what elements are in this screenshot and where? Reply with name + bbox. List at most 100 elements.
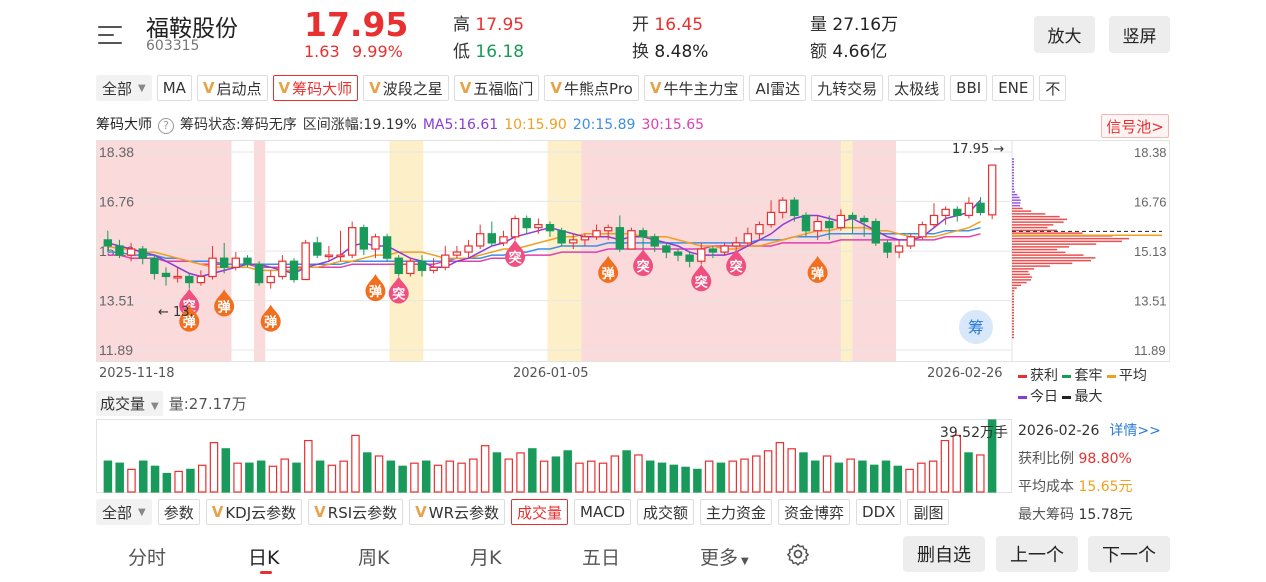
signal-label: 弹 [602, 266, 615, 282]
bottom-nav: 分时 日K 周K 月K 五日 更多 ▼ [0, 534, 1266, 578]
indicator-status-line: 筹码大师? 筹码状态:筹码无序 区间涨幅:19.19% MA5:16.61 10:15.… [96, 114, 796, 136]
volume-selector[interactable]: 成交量 ▼ [96, 390, 163, 416]
volume-bar [987, 419, 997, 493]
subchart-tab[interactable]: 主力资金 [700, 499, 773, 525]
ma10-line [107, 220, 981, 272]
portrait-button[interactable]: 竖屏 [1109, 16, 1170, 53]
volume-bar [917, 462, 926, 493]
volume-bar [657, 462, 667, 493]
volume-bar [976, 454, 985, 493]
candle-body [150, 257, 159, 275]
volume-bar [716, 462, 726, 493]
y-tick-left: 16.76 [99, 193, 134, 209]
y-tick-left: 18.38 [99, 144, 134, 160]
avg-cost: 15.65元 [1078, 479, 1133, 495]
indicator-tab[interactable]: BBI [950, 75, 988, 101]
remove-favorite-button[interactable]: 删自选 [903, 536, 985, 572]
subchart-tab-label: 参数 [163, 503, 194, 522]
help-icon[interactable]: ? [158, 118, 174, 134]
profit-ratio-label: 获利比例 [1018, 451, 1074, 467]
range-gain: 区间涨幅:19.19% [302, 117, 417, 133]
subchart-tab-bar: 全部 ▼ 参数 V KDJ云参数 V RSI云参数 V WR云参数 成交量 MACD 成交额 主力资金资… [96, 499, 1016, 527]
subchart-tab[interactable]: 全部 ▼ [96, 499, 152, 525]
indicator-tab[interactable]: 九转交易 [811, 75, 884, 101]
candle-body [673, 251, 683, 256]
indicator-tab[interactable]: ENE [992, 75, 1035, 101]
indicator-tab[interactable]: 太极线 [888, 75, 946, 101]
candle-body [906, 236, 915, 247]
signal-pool-button[interactable]: 信号池> [1101, 114, 1169, 138]
indicator-tab-label: 牛牛主力宝 [663, 79, 739, 98]
kline-chart[interactable]: 18.3818.3816.7616.7615.1315.1313.5113.51… [96, 140, 1170, 362]
subchart-tab[interactable]: 成交额 [637, 499, 695, 525]
indicator-tab[interactable]: V 波段之星 [363, 75, 449, 101]
low-stat: 低 16.18 [453, 42, 525, 62]
volume-bar [516, 452, 525, 493]
indicator-tab[interactable]: V 牛熊点Pro [544, 75, 639, 101]
tab-weekly-k[interactable]: 周K [358, 547, 390, 569]
volume-bar [339, 460, 348, 493]
settings-gear-icon[interactable] [786, 542, 810, 571]
candle-body [941, 208, 950, 217]
indicator-tab[interactable]: V 五福临门 [453, 75, 540, 101]
subchart-tab[interactable]: V RSI云参数 [308, 499, 404, 525]
subchart-tab[interactable]: V KDJ云参数 [205, 499, 303, 525]
candle-body [859, 217, 869, 223]
date-label-mid: 2026-01-05 [513, 366, 589, 381]
volume-bar [905, 468, 914, 493]
avg-cost-label: 平均成本 [1018, 479, 1074, 495]
signal-label: 突 [392, 286, 405, 302]
indicator-tab-label: MA [162, 79, 186, 97]
candle-body [429, 266, 438, 271]
indicator-tab[interactable]: MA [156, 75, 192, 101]
candle-body [778, 199, 787, 214]
subchart-tab[interactable]: DDX [856, 499, 902, 525]
volume-bar [363, 452, 372, 493]
subchart-tab[interactable]: 资金博弈 [778, 499, 851, 525]
indicator-tab[interactable]: 全部 ▼ [96, 75, 152, 101]
subchart-tab[interactable]: 参数 [157, 499, 200, 525]
volume-bar [433, 464, 443, 493]
indicator-tab[interactable]: V 启动点 [196, 75, 268, 101]
tab-intraday[interactable]: 分时 [128, 547, 167, 569]
indicator-tab[interactable]: AI雷达 [749, 75, 807, 101]
detail-link[interactable]: 详情>> [1109, 423, 1161, 439]
next-stock-button[interactable]: 下一个 [1088, 536, 1170, 572]
subchart-tab[interactable]: MACD [574, 499, 631, 525]
indicator-tab[interactable]: V 牛牛主力宝 [643, 75, 745, 101]
menu-icon[interactable] [98, 24, 122, 46]
candle-body [522, 217, 531, 229]
candle-body [487, 233, 497, 244]
subchart-tab[interactable]: 成交量 [511, 499, 569, 525]
tab-five-day[interactable]: 五日 [582, 547, 621, 569]
vip-icon: V [314, 503, 326, 521]
signal-drop-icon [598, 255, 619, 283]
y-tick-right: 13.51 [1134, 294, 1167, 309]
candle-body [638, 230, 648, 238]
indicator-tab[interactable]: V 筹码大师 [272, 75, 359, 101]
subchart-tab[interactable]: V WR云参数 [409, 499, 506, 525]
low-price-marker: ← 13. [158, 305, 194, 320]
high-stat: 高 17.95 [453, 15, 525, 35]
candle-body [382, 236, 392, 259]
zoom-button[interactable]: 放大 [1034, 16, 1095, 53]
tab-more[interactable]: 更多 ▼ [700, 547, 749, 569]
chip-state: 筹码状态:筹码无序 [180, 117, 297, 133]
previous-stock-button[interactable]: 上一个 [996, 536, 1078, 572]
candle-body [731, 242, 741, 247]
signal-label: 弹 [369, 284, 382, 300]
ma5-line [107, 199, 982, 278]
candle-body [755, 224, 764, 235]
volume-bar [315, 460, 325, 493]
tab-daily-k[interactable]: 日K [248, 543, 279, 574]
candle-body [848, 214, 857, 220]
tab-monthly-k[interactable]: 月K [470, 547, 502, 569]
volume-bar [209, 442, 219, 493]
candle-body [289, 260, 299, 281]
legend-today: 今日 [1018, 389, 1058, 405]
vip-icon: V [369, 79, 381, 97]
signal-drop-icon [807, 255, 828, 283]
subchart-tab[interactable]: 副图 [907, 499, 950, 525]
indicator-tab[interactable]: 不 [1039, 75, 1067, 101]
volume-chart[interactable]: 39.52万手 [96, 419, 1012, 493]
